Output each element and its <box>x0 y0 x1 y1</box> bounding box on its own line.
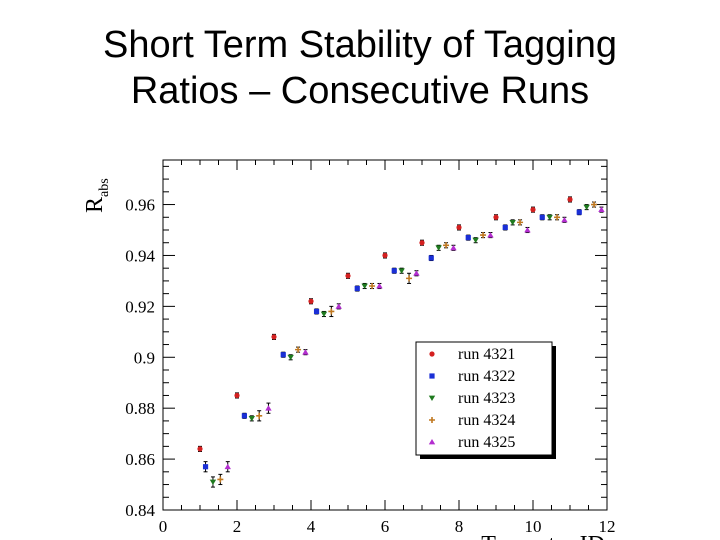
y-tick-label: 0.84 <box>125 501 155 520</box>
data-point <box>567 196 573 203</box>
legend-label: run 4324 <box>458 412 515 429</box>
data-point <box>428 255 434 261</box>
data-point <box>302 349 309 355</box>
data-point <box>256 412 263 419</box>
data-point <box>591 201 598 208</box>
data-point <box>265 405 272 411</box>
series-run-4325 <box>224 206 605 473</box>
data-point <box>345 273 351 279</box>
slide-title-line2: Ratios – Consecutive Runs <box>130 70 590 112</box>
data-point <box>546 214 553 221</box>
data-point <box>583 204 590 211</box>
legend-marker <box>428 439 436 445</box>
data-point <box>328 308 335 315</box>
data-point <box>354 285 360 292</box>
data-point <box>209 479 217 485</box>
slide-title-line1: Short Term Stability of Tagging <box>103 24 617 66</box>
x-tick-label: 6 <box>381 517 390 536</box>
y-axis-title-subscript: abs <box>97 178 112 197</box>
x-tick-label: 8 <box>455 517 464 536</box>
y-tick-label: 0.94 <box>125 246 155 265</box>
x-tick-label: 4 <box>307 517 316 536</box>
data-point <box>406 275 413 282</box>
series-run-4321 <box>197 196 573 452</box>
legend-marker <box>429 417 435 423</box>
data-point <box>465 235 471 241</box>
y-axis-title: Rabs <box>82 178 112 213</box>
data-point <box>524 227 531 233</box>
y-tick-label: 0.86 <box>125 450 155 469</box>
legend-marker <box>429 373 435 379</box>
data-point <box>472 237 479 244</box>
x-tick-label: 10 <box>525 517 542 536</box>
data-point <box>419 240 425 246</box>
data-point <box>295 346 302 353</box>
data-point <box>480 232 487 239</box>
y-tick-label: 0.92 <box>125 297 155 316</box>
data-point <box>320 311 328 317</box>
data-points <box>197 196 605 488</box>
data-point <box>493 214 499 220</box>
y-axis-title-main: R <box>82 197 108 213</box>
legend-label: run 4325 <box>458 434 515 451</box>
data-point <box>413 270 420 276</box>
legend-label: run 4321 <box>458 346 515 363</box>
data-point <box>224 463 231 470</box>
data-point <box>391 268 397 274</box>
data-point <box>217 476 224 483</box>
legend-marker <box>429 351 435 357</box>
series-run-4324 <box>217 201 598 486</box>
data-point <box>576 209 582 215</box>
x-axis-title: T-counter ID <box>481 532 605 540</box>
data-point <box>361 283 368 289</box>
data-point <box>435 245 442 251</box>
legend: run 4321 run 4322 run 4323 run 4324 run 4325 <box>415 341 556 459</box>
y-tick-label: 0.88 <box>125 399 155 418</box>
axes: 0 2 4 6 8 10 12 0.84 0.86 0.88 0.9 0.92 0.94 0.96 <box>125 160 616 536</box>
data-point <box>554 214 561 221</box>
data-point <box>287 354 294 361</box>
data-point <box>530 207 536 213</box>
data-point <box>450 244 457 251</box>
data-point <box>234 392 240 399</box>
data-point <box>313 308 320 315</box>
data-point <box>335 303 342 309</box>
data-point <box>248 415 255 422</box>
data-point <box>517 219 524 226</box>
legend-label: run 4323 <box>458 390 515 407</box>
data-point <box>561 216 568 223</box>
legend-marker <box>428 395 436 401</box>
data-point <box>241 413 247 419</box>
data-point <box>598 206 605 213</box>
x-tick-label: 12 <box>599 517 616 536</box>
series-run-4323 <box>209 204 590 488</box>
series-run-4322 <box>202 209 582 473</box>
data-point <box>509 219 516 226</box>
y-tick-label: 0.96 <box>125 196 155 215</box>
legend-label: run 4322 <box>458 368 515 385</box>
data-point <box>456 224 462 231</box>
data-point <box>280 352 286 358</box>
data-point <box>539 214 545 220</box>
data-point <box>398 268 405 274</box>
x-tick-label: 0 <box>159 517 168 536</box>
data-point <box>308 298 314 304</box>
data-point <box>202 464 209 470</box>
data-point <box>369 283 376 289</box>
data-point <box>376 283 383 289</box>
y-tick-label: 0.9 <box>134 348 155 367</box>
data-point <box>271 334 277 340</box>
x-tick-label: 2 <box>233 517 242 536</box>
data-point <box>197 446 203 452</box>
slide-title: Short Term Stability of Tagging Ratios –… <box>0 22 720 114</box>
data-point <box>487 232 494 238</box>
legend-box <box>415 341 553 456</box>
data-point <box>443 242 450 249</box>
data-point <box>382 252 388 259</box>
data-point <box>502 224 508 231</box>
